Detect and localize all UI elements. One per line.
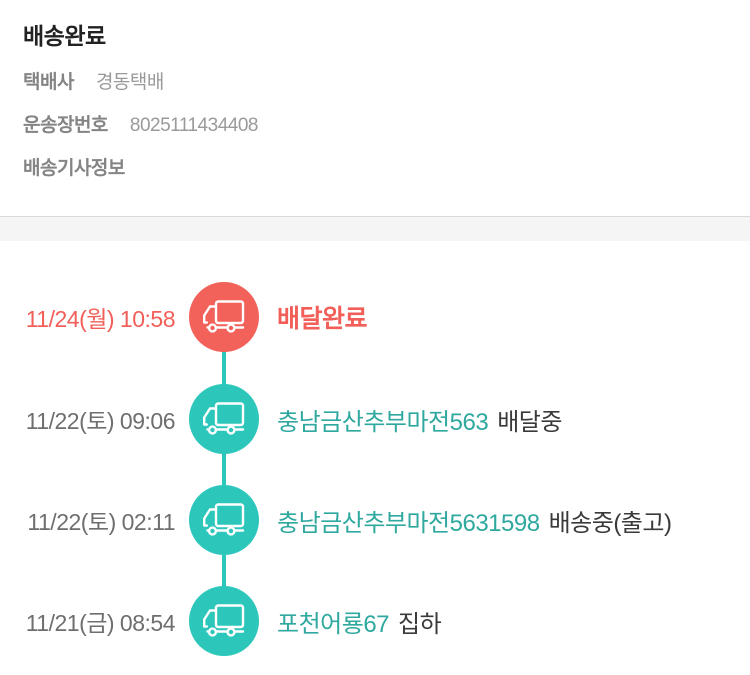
event-status: 배송중(출고) bbox=[548, 509, 672, 537]
event-status: 배달중 bbox=[497, 408, 562, 436]
status-badge bbox=[189, 586, 259, 656]
event-date: 11/22(토) 02:11 bbox=[27, 509, 175, 535]
event-text: 배달완료 bbox=[277, 299, 368, 335]
timeline-item: 11/21(금) 08:54 포천어룡67 집하 bbox=[0, 571, 750, 671]
event-location: 충남금산추부마전5631598 bbox=[277, 509, 540, 537]
status-badge bbox=[189, 485, 259, 555]
event-date: 11/22(토) 09:06 bbox=[25, 408, 176, 434]
driver-info-row: 배송기사정보 bbox=[23, 158, 750, 180]
event-date: 11/24(월) 10:58 bbox=[25, 306, 176, 332]
truck-icon bbox=[201, 401, 247, 437]
courier-row: 택배사 경동택배 bbox=[23, 72, 750, 94]
truck-icon bbox=[201, 502, 247, 538]
event-text: 충남금산추부마전5631598 배송중(출고) bbox=[277, 503, 672, 538]
tracking-number-value: 8025111434408 bbox=[129, 115, 259, 136]
page-title: 배송완료 bbox=[23, 23, 106, 49]
event-text: 충남금산추부마전563 배달중 bbox=[277, 402, 562, 437]
timeline-item: 11/22(토) 09:06 충남금산추부마전563 배달중 bbox=[0, 369, 750, 469]
status-badge bbox=[189, 384, 259, 454]
truck-icon bbox=[201, 299, 247, 335]
timeline-connector-line bbox=[222, 317, 226, 621]
event-location: 포천어룡67 bbox=[277, 610, 390, 638]
event-text: 포천어룡67 집하 bbox=[277, 604, 442, 639]
tracking-header: 배송완료 택배사 경동택배 운송장번호 8025111434408 배송기사정보 bbox=[0, 0, 750, 180]
event-status: 집하 bbox=[398, 610, 442, 638]
event-date: 11/21(금) 08:54 bbox=[25, 610, 176, 636]
driver-info-label: 배송기사정보 bbox=[23, 158, 125, 179]
timeline-item: 11/24(월) 10:58 배달완료 bbox=[0, 267, 750, 367]
event-status: 배달완료 bbox=[277, 305, 368, 333]
status-badge bbox=[189, 282, 259, 352]
courier-value: 경동택배 bbox=[95, 72, 164, 93]
tracking-number-row: 운송장번호 8025111434408 bbox=[23, 115, 750, 137]
courier-label: 택배사 bbox=[23, 72, 74, 93]
tracking-number-label: 운송장번호 bbox=[23, 115, 108, 136]
tracking-timeline: 11/24(월) 10:58 배달완료 11/22(토) 09:06 bbox=[0, 241, 750, 675]
timeline-item: 11/22(토) 02:11 충남금산추부마전5631598 배송중(출고) bbox=[0, 470, 750, 570]
event-location: 충남금산추부마전563 bbox=[277, 408, 489, 436]
truck-icon bbox=[201, 603, 247, 639]
section-divider bbox=[0, 216, 750, 241]
